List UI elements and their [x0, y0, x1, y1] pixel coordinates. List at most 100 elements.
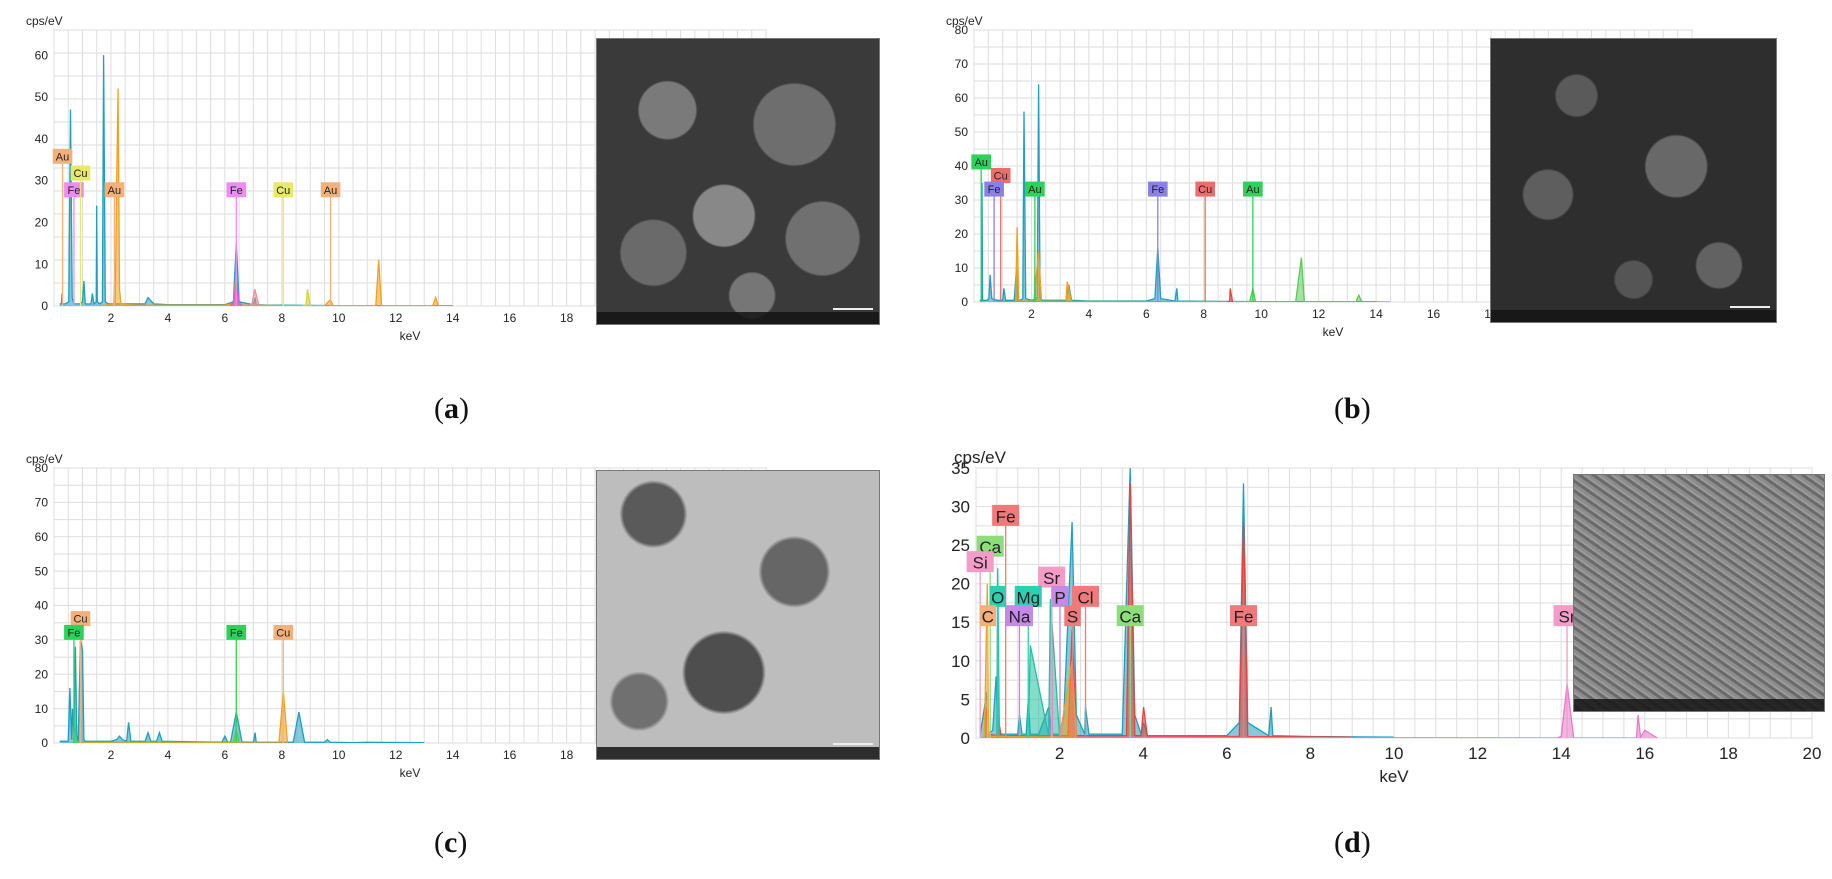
y-tick-label: 30 [955, 193, 969, 207]
y-tick-label: 60 [35, 530, 49, 544]
element-marker-box [984, 181, 1004, 197]
element-marker-box [1243, 181, 1263, 197]
series-line [59, 639, 425, 743]
element-marker-label: S [1067, 608, 1078, 627]
x-tick-label: 16 [1427, 307, 1441, 321]
sem-image-a [596, 38, 880, 325]
element-marker-label: Na [1009, 608, 1031, 627]
element-marker-box [1116, 605, 1144, 627]
element-marker-label: Cu [1198, 184, 1212, 196]
y-tick-label: 10 [951, 652, 970, 671]
element-marker-label: Cl [1077, 588, 1093, 607]
element-marker-box [226, 182, 247, 198]
element-marker-label: Au [324, 185, 337, 197]
x-tick-label: 2 [1028, 307, 1035, 321]
y-tick-label: 70 [35, 496, 49, 510]
x-tick-label: 4 [1138, 744, 1147, 763]
x-tick-label: 14 [446, 311, 460, 325]
sem-info-bar-a [597, 312, 879, 324]
sem-image-b [1490, 38, 1777, 323]
element-marker-box [1071, 585, 1100, 607]
y-tick-label: 30 [951, 498, 970, 517]
y-tick-label: 80 [35, 461, 49, 475]
y-tick-label: 30 [35, 633, 49, 647]
y-tick-label: 60 [955, 91, 969, 105]
x-tick-label: 10 [1385, 744, 1404, 763]
element-marker-label: Fe [230, 627, 243, 639]
x-axis-title: keV [1323, 325, 1344, 339]
y-tick-label: 10 [35, 257, 49, 271]
sem-info-bar-b [1491, 310, 1776, 322]
series-line [59, 55, 453, 306]
element-marker-box [70, 165, 91, 181]
y-tick-label: 25 [951, 536, 970, 555]
element-marker-label: Sr [1043, 569, 1060, 588]
x-tick-label: 12 [389, 311, 403, 325]
element-marker-box [273, 182, 294, 198]
y-tick-label: 40 [35, 599, 49, 613]
caption-c: (c) [434, 826, 468, 859]
y-axis-title: cps/eV [954, 448, 1007, 467]
element-marker-box [1147, 181, 1168, 197]
x-tick-label: 4 [165, 748, 172, 762]
x-tick-label: 6 [222, 311, 229, 325]
element-marker-label: Si [973, 554, 988, 573]
element-marker-box [104, 182, 125, 198]
element-marker-box [979, 605, 996, 627]
element-marker-box [1014, 585, 1042, 607]
x-tick-label: 14 [446, 748, 460, 762]
element-marker-box [320, 182, 341, 198]
element-marker-box [990, 168, 1011, 183]
series-area [984, 583, 1077, 738]
x-tick-label: 16 [1635, 744, 1654, 763]
y-tick-label: 20 [955, 227, 969, 241]
y-tick-label: 50 [35, 90, 49, 104]
x-tick-label: 8 [278, 748, 285, 762]
x-tick-label: 6 [1222, 744, 1231, 763]
y-tick-label: 40 [35, 132, 49, 146]
element-marker-label: Au [108, 185, 121, 197]
series-line [247, 289, 260, 306]
element-marker-label: Ca [1119, 608, 1141, 627]
caption-a: (a) [434, 392, 469, 425]
element-marker-box [971, 154, 991, 170]
element-marker-label: Cu [994, 171, 1008, 183]
sem-info-bar-d [1574, 699, 1824, 711]
sem-scalebar-c [833, 742, 873, 745]
element-marker-box [1005, 605, 1034, 627]
x-tick-label: 18 [1719, 744, 1738, 763]
element-marker-label: Au [1028, 184, 1041, 196]
series-line [979, 84, 1377, 302]
y-tick-label: 50 [955, 125, 969, 139]
y-tick-label: 0 [961, 729, 970, 748]
element-marker-label: P [1054, 588, 1065, 607]
element-marker-label: Au [1246, 184, 1259, 196]
y-tick-label: 0 [41, 299, 48, 313]
x-tick-label: 8 [278, 311, 285, 325]
element-marker-label: Au [56, 151, 69, 163]
element-marker-label: Cu [73, 614, 87, 626]
element-marker-box [966, 551, 994, 573]
element-marker-box [992, 504, 1020, 526]
element-marker-label: Sr [1559, 608, 1576, 627]
element-marker-label: Fe [996, 507, 1016, 526]
element-marker-box [52, 148, 73, 164]
x-axis-title: keV [400, 329, 421, 343]
x-tick-label: 18 [560, 748, 574, 762]
series-area [1011, 227, 1072, 302]
sem-image-c [596, 470, 880, 760]
y-axis-title: cps/eV [26, 14, 63, 28]
element-marker-box [64, 624, 84, 640]
y-tick-label: 20 [35, 216, 49, 230]
element-marker-box [1064, 605, 1081, 627]
element-marker-label: Fe [230, 185, 243, 197]
element-marker-label: Cu [276, 627, 290, 639]
element-marker-label: Mg [1016, 588, 1040, 607]
element-marker-label: Fe [1151, 184, 1164, 196]
y-tick-label: 0 [961, 295, 968, 309]
element-marker-label: Fe [1234, 608, 1254, 627]
element-marker-box [1229, 605, 1258, 627]
y-tick-label: 30 [35, 174, 49, 188]
x-tick-label: 12 [1312, 307, 1326, 321]
element-marker-box [70, 611, 91, 627]
